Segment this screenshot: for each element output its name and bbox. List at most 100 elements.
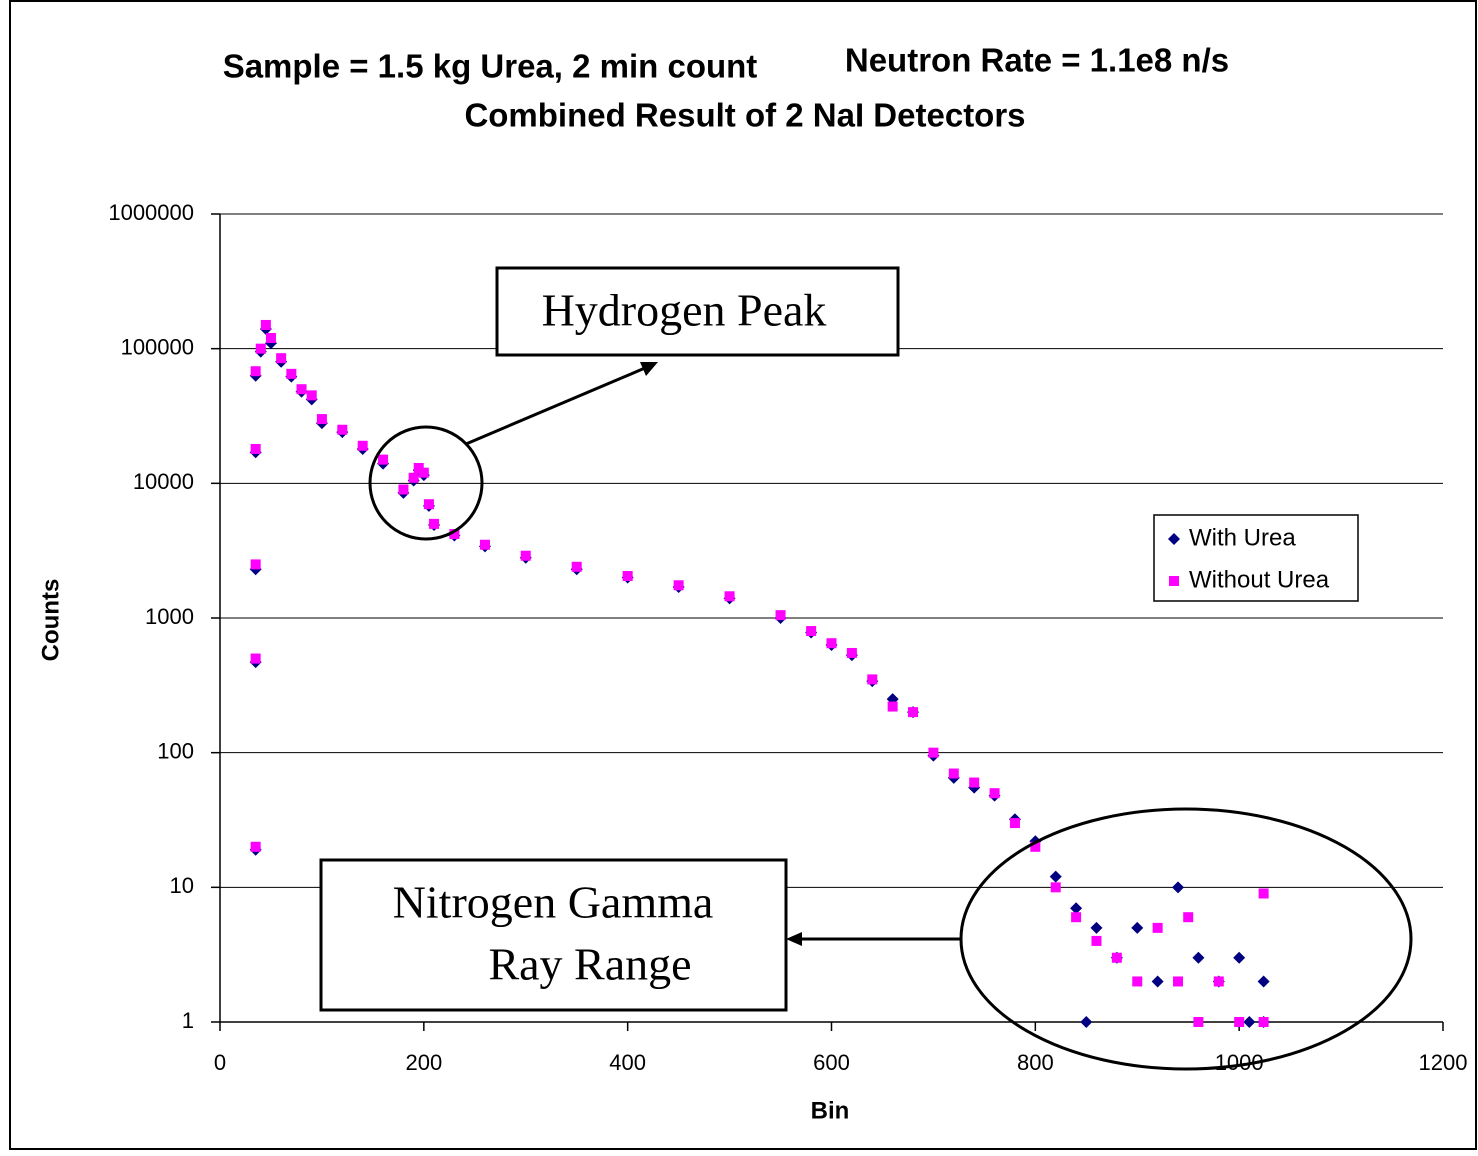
y-tick-label: 1000 — [145, 604, 194, 629]
point — [1172, 881, 1185, 894]
highlight-circle — [368, 425, 484, 541]
arrow-head — [786, 932, 802, 946]
point — [1257, 975, 1270, 988]
arrow — [465, 366, 646, 446]
point — [408, 472, 419, 483]
y-tick-label: 100 — [157, 738, 194, 763]
point — [357, 440, 368, 451]
annotation-text: Hydrogen Peak — [542, 285, 827, 336]
point — [378, 454, 389, 465]
point — [265, 333, 276, 344]
point — [724, 591, 735, 602]
point — [418, 467, 429, 478]
point — [1258, 888, 1269, 899]
point — [250, 366, 261, 377]
y-tick-label: 10 — [170, 873, 194, 898]
x-tick-label: 600 — [813, 1050, 850, 1075]
point — [1243, 1016, 1256, 1028]
point — [1183, 912, 1194, 923]
legend-marker — [1168, 533, 1180, 545]
plot-area: 1 10 100 1000 10000 100000 1000000 0 200 400 600 80… — [108, 200, 1467, 1075]
point — [429, 518, 440, 529]
point — [806, 626, 817, 637]
annotation-box — [495, 266, 900, 357]
point — [1173, 976, 1184, 987]
point — [413, 462, 424, 473]
point — [449, 529, 460, 540]
point — [250, 443, 261, 454]
x-tick-label: 200 — [405, 1050, 442, 1075]
legend-label: With Urea — [1189, 524, 1296, 551]
point — [1151, 975, 1164, 988]
point — [948, 768, 959, 779]
y-tick-label: 1000000 — [108, 200, 194, 225]
x-tick-label: 800 — [1017, 1050, 1054, 1075]
point — [775, 610, 786, 621]
point — [286, 368, 297, 379]
point — [306, 390, 317, 401]
title-line: Combined Result of 2 NaI Detectors — [464, 97, 1025, 134]
x-tick-label: 400 — [609, 1050, 646, 1075]
point — [1193, 1017, 1204, 1027]
title-line: Neutron Rate = 1.1e8 n/s — [845, 42, 1229, 79]
y-tick-label: 100000 — [121, 334, 194, 359]
annotation-box — [319, 858, 788, 1012]
point — [989, 788, 1000, 799]
point — [1070, 902, 1083, 915]
legend-marker — [1169, 576, 1179, 586]
point — [928, 747, 939, 758]
title-line: Sample = 1.5 kg Urea, 2 min count — [223, 48, 758, 85]
point — [887, 701, 898, 712]
point — [1152, 922, 1163, 933]
point — [250, 653, 261, 664]
point — [250, 841, 261, 852]
point — [423, 499, 434, 510]
y-axis-label: Counts — [37, 579, 64, 662]
x-axis-label: Bin — [811, 1097, 850, 1124]
point — [1234, 1017, 1245, 1027]
point — [1090, 921, 1103, 934]
point — [571, 561, 582, 572]
point — [1080, 1016, 1093, 1028]
point — [1009, 818, 1020, 829]
point — [673, 580, 684, 591]
point — [622, 571, 633, 582]
point — [826, 638, 837, 649]
point — [1132, 976, 1143, 987]
point — [1049, 870, 1062, 883]
annotation-text: Ray Range — [488, 939, 691, 990]
y-tick-label: 10000 — [133, 469, 194, 494]
point — [1071, 912, 1082, 923]
legend: With Urea Without Urea — [1153, 514, 1359, 602]
point — [908, 707, 919, 718]
point — [276, 353, 287, 364]
point — [250, 559, 261, 570]
x-tick-label: 0 — [214, 1050, 226, 1075]
y-tick-label: 1 — [182, 1008, 194, 1033]
annotations: Hydrogen Peak Nitrogen Gamma Ray Range — [319, 266, 1413, 1071]
x-tick-label: 1200 — [1419, 1050, 1468, 1075]
point — [1131, 921, 1144, 934]
point — [520, 550, 531, 561]
point — [337, 424, 348, 435]
point — [1050, 882, 1061, 893]
annotation-text: Nitrogen Gamma — [393, 877, 714, 928]
point — [1111, 952, 1122, 963]
point — [316, 414, 327, 425]
point — [479, 539, 490, 550]
arrow-head — [640, 362, 658, 376]
point — [969, 777, 980, 788]
point — [867, 674, 878, 685]
legend-label: Without Urea — [1189, 566, 1330, 593]
point — [1030, 841, 1041, 852]
point — [1091, 935, 1102, 946]
point — [398, 484, 409, 495]
point — [1213, 976, 1224, 987]
point — [255, 343, 266, 354]
legend-box — [1153, 514, 1359, 602]
point — [260, 319, 271, 330]
point — [1233, 951, 1246, 964]
point — [1192, 951, 1205, 964]
point — [846, 647, 857, 658]
